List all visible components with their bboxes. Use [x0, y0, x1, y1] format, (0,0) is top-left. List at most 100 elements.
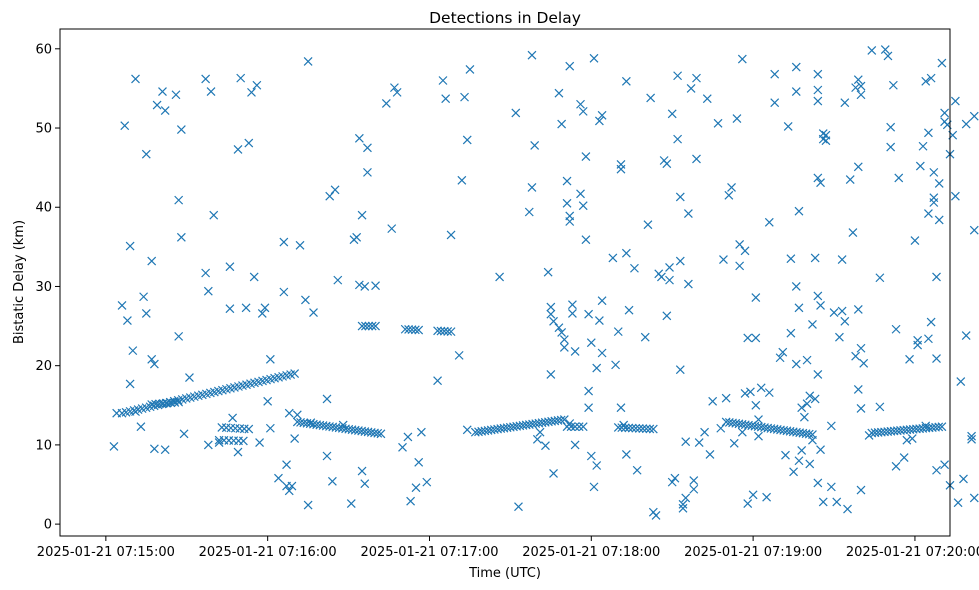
data-point	[953, 498, 963, 508]
data-point	[125, 241, 135, 251]
data-point	[292, 410, 302, 420]
data-point	[926, 317, 936, 327]
data-point	[462, 135, 472, 145]
track-point	[645, 424, 655, 434]
data-point	[932, 272, 941, 282]
data-point	[745, 387, 755, 397]
data-point	[241, 303, 251, 313]
data-point	[667, 477, 677, 487]
track-point	[439, 326, 449, 336]
track-point	[373, 428, 383, 438]
data-point	[570, 440, 580, 450]
x-tick-label: 2025-01-21 07:20:00	[846, 545, 979, 560]
data-point	[398, 442, 407, 452]
data-point	[799, 412, 809, 422]
track-point	[410, 325, 420, 335]
data-point	[252, 80, 262, 90]
data-point	[794, 303, 804, 313]
track-point	[648, 424, 658, 434]
data-point	[360, 479, 370, 489]
data-point	[797, 446, 807, 455]
data-point	[856, 404, 866, 413]
data-point	[826, 482, 836, 492]
y-axis-label: Bistatic Delay (km)	[12, 220, 27, 344]
data-point	[737, 54, 747, 64]
data-point	[721, 393, 731, 403]
data-point	[853, 385, 863, 394]
data-point	[845, 175, 855, 184]
data-point	[737, 427, 747, 437]
data-point	[675, 256, 685, 266]
data-point	[689, 476, 699, 485]
data-point	[131, 74, 140, 84]
data-point	[131, 407, 140, 417]
data-point	[303, 57, 313, 66]
data-point	[236, 73, 246, 83]
data-point	[621, 248, 631, 258]
data-point	[403, 432, 413, 442]
data-point	[673, 71, 683, 81]
data-point	[646, 93, 656, 103]
data-point	[678, 503, 688, 513]
track-point	[624, 423, 634, 433]
data-point	[732, 114, 742, 123]
data-point	[446, 230, 456, 240]
data-point	[886, 122, 896, 132]
data-point	[754, 415, 763, 424]
data-point	[290, 434, 300, 443]
data-point	[848, 228, 858, 238]
data-point	[719, 255, 728, 264]
data-point	[592, 461, 602, 470]
data-point	[565, 419, 575, 428]
data-point	[805, 459, 815, 469]
y-tick-label: 10	[35, 438, 52, 453]
data-point	[770, 98, 780, 108]
data-point	[597, 296, 607, 306]
data-point	[740, 246, 750, 256]
data-point	[813, 96, 823, 106]
data-point	[748, 490, 758, 500]
data-point	[969, 225, 979, 235]
data-point	[662, 159, 672, 169]
data-point	[621, 449, 631, 459]
data-point	[781, 450, 790, 460]
data-point	[786, 254, 796, 264]
data-point	[673, 134, 683, 144]
data-point	[640, 332, 650, 342]
data-point	[724, 190, 734, 200]
data-point	[808, 320, 817, 329]
data-point	[913, 340, 923, 350]
data-point	[460, 92, 469, 102]
plot-area-frame	[59, 28, 951, 537]
data-point	[559, 335, 569, 344]
data-point	[813, 478, 823, 488]
x-tick-label: 2025-01-21 07:19:00	[684, 545, 822, 560]
data-point	[149, 444, 159, 454]
data-point	[597, 110, 607, 120]
data-point	[794, 206, 804, 216]
track-point	[158, 399, 168, 408]
data-point	[681, 437, 691, 447]
data-point	[147, 256, 157, 266]
data-point	[152, 100, 162, 110]
data-point	[279, 287, 289, 297]
data-point	[665, 263, 674, 272]
track-point	[634, 423, 644, 433]
data-point	[821, 130, 831, 140]
data-point	[363, 167, 372, 177]
track-point	[371, 321, 380, 331]
data-point	[171, 90, 181, 100]
data-point	[567, 308, 577, 318]
data-point	[546, 369, 556, 379]
data-point	[613, 327, 623, 337]
data-point	[265, 354, 275, 364]
data-point	[802, 399, 812, 409]
data-point	[662, 311, 672, 321]
data-point	[233, 447, 243, 457]
data-point	[371, 281, 380, 291]
data-point	[969, 111, 979, 121]
data-point	[360, 282, 370, 291]
x-tick-label: 2025-01-21 07:18:00	[522, 545, 660, 560]
track-point	[578, 422, 588, 432]
data-point	[201, 74, 211, 84]
